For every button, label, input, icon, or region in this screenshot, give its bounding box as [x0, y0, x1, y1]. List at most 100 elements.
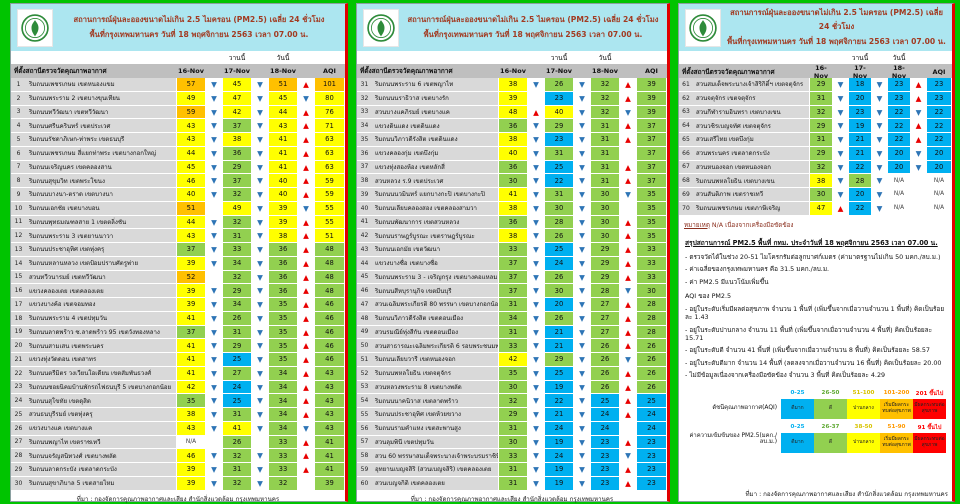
trend-up-icon: ▲ [625, 327, 631, 337]
aqi-value: 23 [927, 91, 951, 105]
station-number: 8 [11, 174, 26, 188]
station-number: 39 [357, 188, 372, 202]
legend-range: 101-200 [883, 389, 910, 396]
summary-line: - ตรวจวัดได้ในช่วง 20-51 ไมโครกรัมต่อลูก… [685, 252, 941, 261]
pm25-18nov: 43 [269, 119, 297, 132]
pm25-17nov: 24 [545, 256, 573, 270]
pm25-16nov: 32 [499, 394, 527, 407]
pm25-16nov: 49 [177, 91, 205, 105]
legend-level: 201 ขึ้นไป มีผลกระทบต่อสุขภาพ [913, 390, 946, 419]
pm25-16nov: 51 [177, 201, 205, 215]
col-17nov: 17-Nov [852, 64, 868, 80]
panel-stations-61-70-summary: สถานการณ์ฝุ่นละอองขนาดไม่เกิน 2.5 ไมครอน… [678, 3, 955, 502]
trend-down-icon: ▼ [533, 368, 539, 378]
station-number: 19 [11, 325, 26, 340]
report-title-line2: พื้นที่กรุงเทพมหานคร วันที่ 18 พฤศจิกายน… [423, 29, 643, 39]
station-name: แขวงคลองเตย เขตคลองเตย [26, 284, 176, 298]
pm25-18nov: N/A [888, 174, 910, 187]
station-row: 3 ริมถนนทวีวัฒนา เขตทวีวัฒนา 59 ▼ 42 ▼ 44 ▲ 76 [11, 105, 345, 120]
trend-down-icon: ▼ [579, 313, 585, 323]
station-row: 27 ริมถนนพญาไท เขตราชเทวี N/A 26 33 ▲ 41 [11, 435, 345, 450]
station-row: 40 ริมถนนเลียบคลองสอง เขตคลองสามวา 38 ▼ 30 ▼ 3… [357, 201, 667, 216]
station-name: ริมถนนลาดกระบัง เขตลาดกระบัง [26, 463, 176, 477]
trend-down-icon: ▼ [579, 478, 585, 488]
station-row: 39 ริมถนนนวมินทร์ แยกบางกะปิ เขตบางกะปิ 41… [357, 188, 667, 202]
station-name: สวนสันติภาพ เขตราชเทวี [693, 188, 809, 202]
col-station: ที่ตั้งสถานีตรวจวัดคุณภาพอากาศ [14, 67, 107, 75]
na-note-text: N/A เนื่องจากเครื่องมือขัดข้อง [709, 221, 794, 229]
pm25-16nov: 39 [177, 256, 205, 270]
pm25-18nov: 29 [591, 256, 619, 270]
pm25-18nov: 25 [591, 394, 619, 407]
station-row: 21 แขวงทุ่งวัดดอน เขตสาทร 41 ▼ 25 ▼ 35 ▲ 46 [11, 353, 345, 367]
station-number: 37 [357, 160, 372, 175]
aqi-value: 48 [315, 256, 344, 270]
pm25-16nov: 48 [499, 105, 527, 119]
pm25-17nov: 29 [545, 353, 573, 366]
pm25-17nov: 20 [849, 91, 871, 105]
pm25-18nov: 22 [888, 119, 910, 132]
station-row: 13 ริมถนนประชาอุทิศ เขตทุ่งครุ 37 ▼ 33 ▼ 36 ▲ 48 [11, 243, 345, 257]
trend-down-icon: ▼ [257, 451, 263, 461]
col-station: ที่ตั้งสถานีตรวจวัดคุณภาพอากาศ [682, 68, 775, 76]
trend-down-icon: ▼ [837, 162, 844, 172]
pm25-16nov: 30 [499, 380, 527, 394]
pm25-summary: สรุปสถานการณ์ PM2.5 พื้นที่ กทม. ประจำวั… [679, 231, 952, 384]
station-row: 43 ริมถนนเอกมัย เขตวัฒนา 33 ▼ 25 ▼ 29 ▲ 33 [357, 243, 667, 257]
station-name: ริมถนนราษฎร์บูรณะ เขตราษฎร์บูรณะ [372, 229, 498, 243]
station-name: สวน 60 พรรษาสมเด็จพระนางเจ้าพระบรมราชินี… [372, 449, 498, 463]
pm25-18nov: 27 [591, 311, 619, 325]
trend-down-icon: ▼ [211, 451, 217, 461]
pm25-17nov: 26 [545, 311, 573, 325]
panel-stations-1-30: สถานการณ์ฝุ่นละอองขนาดไม่เกิน 2.5 ไมครอน… [10, 3, 348, 503]
trend-down-icon: ▼ [579, 272, 585, 282]
trend-down-icon: ▼ [533, 382, 539, 392]
pm25-18nov: 31 [591, 174, 619, 187]
pm25-17nov: 40 [545, 105, 573, 119]
station-number: 22 [11, 366, 26, 381]
pm25-18nov: 30 [591, 188, 619, 201]
pm25-16nov: 52 [177, 270, 205, 284]
trend-none [298, 477, 314, 491]
trend-down-icon: ▼ [837, 107, 844, 117]
trend-up-icon: ▲ [625, 217, 631, 227]
trend-down-icon: ▼ [533, 465, 539, 475]
station-name: ริมถนนเอกมัย เขตวัฒนา [372, 243, 498, 257]
station-row: 14 ริมถนนหลานหลวง เขตป้อมปราบศัตรูพ่าย 39 ▼… [11, 256, 345, 271]
station-number: 36 [357, 146, 372, 161]
pm25-18nov: 23 [591, 463, 619, 476]
trend-down-icon: ▼ [257, 107, 263, 117]
trend-down-icon: ▼ [876, 176, 883, 186]
trend-down-icon: ▼ [303, 203, 309, 213]
station-name: ริมถนนลาดพร้าว ซ.ลาดพร้าว 95 เขตวังทองหล… [26, 325, 176, 340]
station-row: 59 อุทยานเบญจสิริ (สวนเบญจสิริ) เขตคลองเต… [357, 463, 667, 477]
trend-down-icon: ▼ [579, 451, 585, 461]
station-number: 51 [357, 353, 372, 367]
aqi-value: 26 [637, 380, 666, 394]
aqi-value: 37 [637, 174, 666, 187]
station-number: 34 [357, 119, 372, 133]
trend-down-icon: ▼ [533, 423, 539, 433]
pm25-18nov: 23 [888, 78, 910, 91]
aqi-value: N/A [927, 201, 951, 215]
trend-up-icon: ▲ [625, 162, 631, 172]
aqi-value: 22 [927, 133, 951, 146]
trend-down-icon: ▼ [579, 121, 585, 131]
trend-down-icon: ▼ [533, 355, 539, 365]
station-name: แขวงบางค้อ เขตจอมทอง [26, 298, 176, 312]
trend-down-icon: ▼ [257, 190, 263, 200]
pm25-17nov: 42 [223, 105, 251, 119]
pm25-17nov: 36 [223, 146, 251, 160]
trend-down-icon: ▼ [533, 313, 539, 323]
pm25-16nov: 41 [177, 353, 205, 366]
trend-none [206, 202, 222, 216]
station-name: ริมถนนพหลโยธิน เขตจตุจักร [372, 366, 498, 381]
aqi-value: 46 [315, 353, 344, 366]
trend-down-icon: ▼ [533, 135, 539, 145]
aqi-value: 28 [637, 311, 666, 325]
aqi-value: 35 [637, 188, 666, 201]
station-row: 10 ริมถนนเอกชัย เขตบางบอน 51 49 ▼ 39 ▼ 55 [11, 201, 345, 216]
pm25-16nov: 29 [810, 78, 832, 91]
station-number: 65 [679, 133, 693, 147]
station-number: 53 [357, 380, 372, 395]
